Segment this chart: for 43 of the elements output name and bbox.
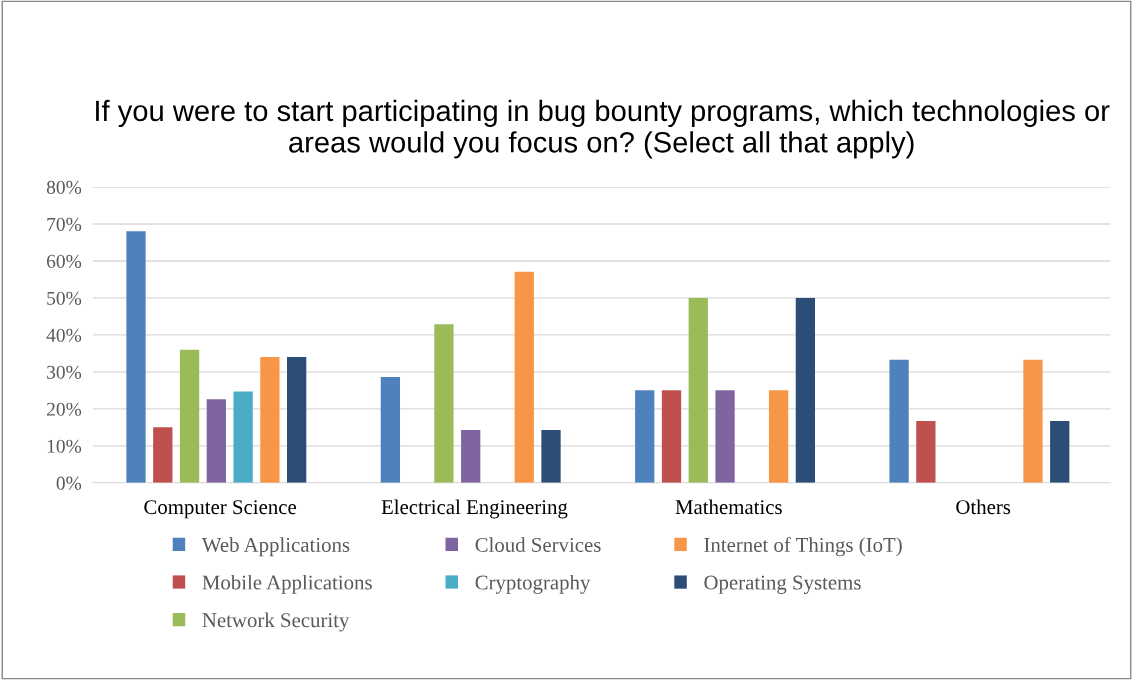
bar: [461, 429, 481, 483]
y-tick-label: 40%: [46, 328, 82, 342]
bar: [661, 390, 682, 483]
bar: [795, 297, 816, 483]
chart-title: If you were to start participating in bug bounty programs, which technologies or areas would you focus on? (Select all that apply): [96, 99, 1110, 159]
bar: [715, 390, 735, 483]
bar: [287, 357, 307, 483]
legend-label: Cryptography: [475, 574, 591, 594]
y-tick-label: 70%: [47, 217, 82, 231]
bar: [889, 359, 909, 483]
bar: [260, 357, 280, 483]
bar: [233, 391, 253, 483]
legend-label: Mobile Applications: [202, 574, 372, 594]
y-tick-label: 80%: [46, 180, 82, 194]
x-tick-label: Electrical Engineering: [381, 499, 568, 519]
bar: [153, 427, 173, 483]
legend-label: Cloud Services: [475, 537, 601, 552]
legend-label: Web Applications: [201, 537, 350, 557]
y-tick-label: 20%: [47, 402, 82, 416]
legend-label: Operating Systems: [704, 575, 861, 594]
y-tick-label: 0%: [56, 476, 82, 490]
x-tick-label: Computer Science: [144, 500, 297, 519]
bar: [688, 297, 708, 483]
y-tick-label: 10%: [47, 439, 82, 453]
x-tick-label: Mathematics: [675, 499, 782, 515]
x-tick-label: Others: [956, 499, 1011, 515]
bar: [380, 377, 401, 483]
legend-label: Network Security: [202, 612, 350, 632]
bar: [916, 421, 936, 483]
bar: [206, 399, 226, 483]
bar: [1050, 421, 1070, 483]
bar: [434, 324, 454, 483]
legend-label: Internet of Things (IoT): [704, 537, 902, 557]
y-tick-label: 50%: [47, 291, 82, 305]
y-tick-label: 30%: [47, 365, 82, 379]
bar: [179, 349, 200, 483]
bar: [1023, 359, 1043, 483]
y-tick-label: 60%: [46, 254, 82, 268]
bar: [768, 390, 789, 483]
bar: [126, 231, 146, 483]
bar: [635, 390, 655, 483]
bar: [541, 429, 561, 483]
bar: [514, 271, 534, 483]
